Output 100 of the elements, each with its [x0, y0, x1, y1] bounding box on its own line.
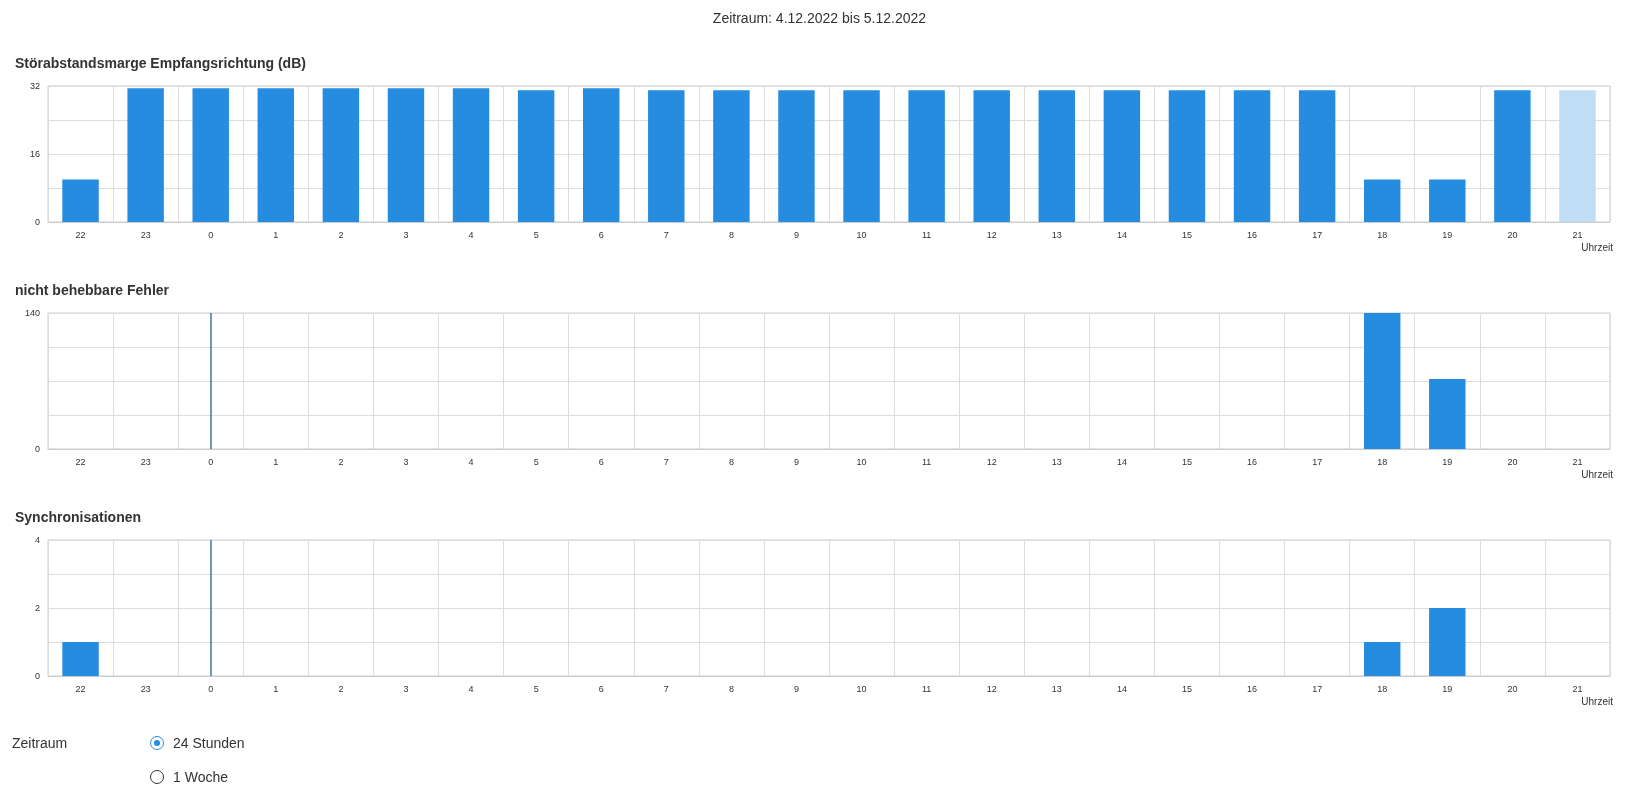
text: Zeitraum	[12, 735, 68, 751]
y-tick-label: 0	[34, 671, 40, 681]
x-tick-label: 7	[663, 683, 669, 694]
x-tick-label: 17	[1312, 456, 1323, 467]
bar	[973, 90, 1010, 222]
x-tick-label: 1	[273, 683, 279, 694]
x-tick-label: 3	[403, 229, 409, 240]
bar	[908, 90, 945, 222]
bar	[322, 88, 360, 222]
x-tick-label: 0	[208, 229, 214, 240]
x-tick-label: 8	[728, 229, 734, 240]
x-tick-label: 22	[75, 229, 86, 240]
x-tick-label: 10	[856, 456, 867, 467]
x-tick-label: 3	[403, 683, 409, 694]
bar	[192, 88, 229, 222]
x-tick-label: 13	[1051, 683, 1062, 694]
x-tick-label: 16	[1247, 683, 1258, 694]
x-tick-label: 14	[1116, 456, 1127, 467]
x-tick-label: 8	[728, 456, 734, 467]
y-tick-label: 0	[34, 217, 40, 227]
x-tick-label: 4	[468, 229, 474, 240]
x-tick-label: 19	[1442, 456, 1453, 467]
x-tick-label: 5	[533, 229, 539, 240]
x-tick-label: 18	[1377, 683, 1388, 694]
x-tick-label: 15	[1181, 683, 1192, 694]
x-tick-label: 0	[208, 456, 214, 467]
bar	[1233, 90, 1271, 222]
x-tick-label: 11	[921, 229, 932, 240]
x-tick-label: 20	[1507, 683, 1518, 694]
bar	[62, 179, 99, 222]
x-tick-label: 19	[1442, 229, 1453, 240]
bar	[1038, 90, 1076, 222]
bar	[582, 88, 620, 222]
x-tick-label: 10	[856, 229, 867, 240]
x-tick-label: 18	[1377, 229, 1388, 240]
x-tick-label: 0	[208, 683, 214, 694]
x-tick-label: 20	[1507, 229, 1518, 240]
x-tick-label: 3	[403, 456, 409, 467]
bar	[1298, 90, 1336, 222]
bar	[713, 90, 750, 222]
bar	[1168, 90, 1206, 222]
bar	[778, 90, 815, 222]
x-tick-label: 12	[986, 229, 997, 240]
x-tick-label: 13	[1051, 456, 1062, 467]
x-tick-label: 6	[598, 456, 604, 467]
bar	[257, 88, 295, 222]
x-tick-label: 1	[273, 456, 279, 467]
chart-title: Störabstandsmarge Empfangsrichtung (dB)	[15, 55, 306, 71]
x-tick-label: 7	[663, 456, 669, 467]
x-tick-label: 12	[986, 456, 997, 467]
y-tick-label: 16	[29, 149, 40, 159]
x-tick-label: 22	[75, 683, 86, 694]
x-tick-label: 9	[793, 683, 799, 694]
x-tick-label: 6	[598, 229, 604, 240]
x-tick-label: 17	[1312, 229, 1323, 240]
x-tick-label: 15	[1181, 229, 1192, 240]
bar	[1103, 90, 1141, 222]
x-tick-label: 23	[140, 456, 151, 467]
x-tick-label: 16	[1247, 456, 1258, 467]
bar	[387, 88, 425, 222]
bar	[1494, 90, 1531, 222]
x-tick-label: 13	[1051, 229, 1062, 240]
x-tick-label: 2	[338, 229, 344, 240]
x-tick-label: 10	[856, 683, 867, 694]
x-tick-label: 16	[1247, 229, 1258, 240]
x-tick-label: 11	[921, 456, 932, 467]
x-tick-label: 11	[921, 683, 932, 694]
x-tick-label: 1	[273, 229, 279, 240]
x-tick-label: 15	[1181, 456, 1192, 467]
x-tick-label: 4	[468, 456, 474, 467]
bar	[517, 90, 555, 222]
x-tick-label: 2	[338, 683, 344, 694]
x-tick-label: 5	[533, 456, 539, 467]
x-tick-label: 21	[1572, 683, 1583, 694]
bar	[843, 90, 880, 222]
x-axis-title: Uhrzeit	[1581, 468, 1614, 480]
x-tick-label: 9	[793, 229, 799, 240]
y-tick-label: 4	[34, 535, 40, 545]
x-tick-label: 22	[75, 456, 86, 467]
bar	[1559, 90, 1596, 222]
x-tick-label: 7	[663, 229, 669, 240]
y-tick-label: 140	[24, 308, 40, 318]
x-tick-label: 23	[140, 229, 151, 240]
x-tick-label: 2	[338, 456, 344, 467]
bar	[1363, 179, 1401, 222]
bar	[452, 88, 490, 222]
bar	[127, 88, 164, 222]
x-tick-label: 5	[533, 683, 539, 694]
x-tick-label: 23	[140, 683, 151, 694]
x-tick-label: 14	[1116, 229, 1127, 240]
bar	[1429, 179, 1466, 222]
x-tick-label: 6	[598, 683, 604, 694]
chart-title: nicht behebbare Fehler	[15, 282, 170, 298]
x-tick-label: 21	[1572, 456, 1583, 467]
x-tick-label: 4	[468, 683, 474, 694]
x-tick-label: 19	[1442, 683, 1453, 694]
x-axis-title: Uhrzeit	[1581, 695, 1614, 707]
y-tick-label: 32	[29, 81, 40, 91]
x-axis-title: Uhrzeit	[1581, 241, 1614, 253]
text: 24 Stunden	[173, 735, 245, 751]
